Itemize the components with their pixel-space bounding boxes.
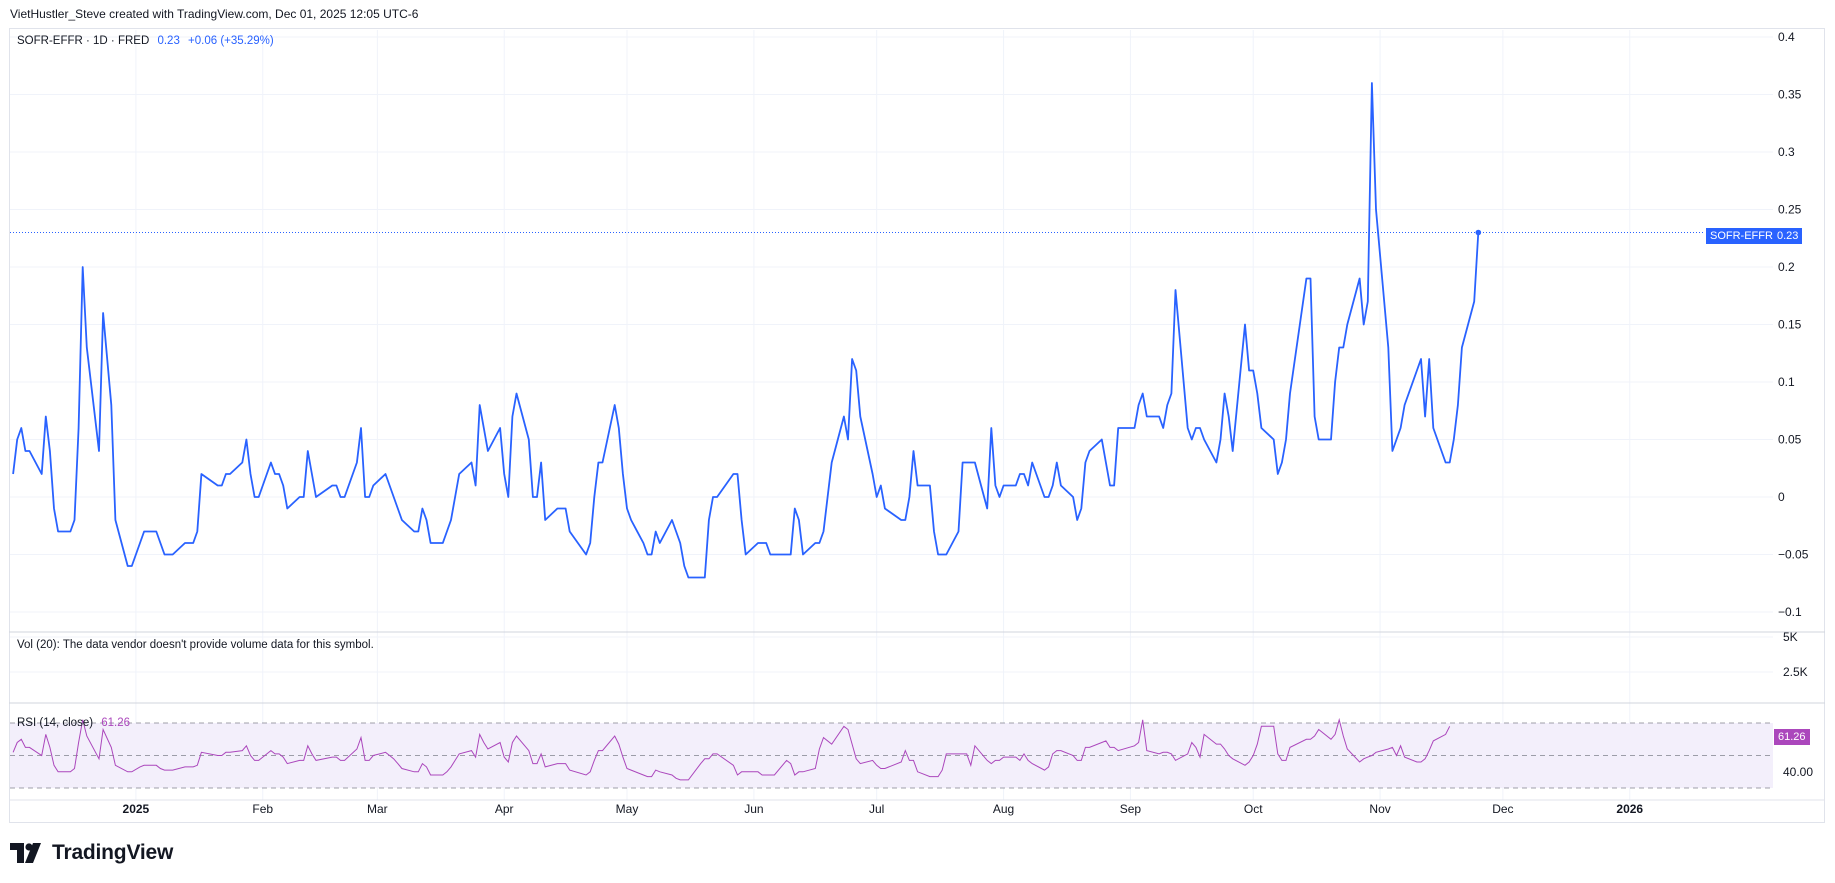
volume-tick-label: 2.5K (1783, 665, 1808, 679)
brand-name: TradingView (52, 841, 174, 864)
tradingview-logo[interactable]: TradingView (10, 841, 173, 865)
y-tick-label: 0.35 (1778, 88, 1802, 102)
series-line (12, 82, 1480, 579)
x-tick-label: Feb (252, 802, 273, 816)
sofr-effr-series (10, 82, 1705, 579)
credit-line: VietHustler_Steve created with TradingVi… (10, 7, 419, 21)
x-tick-label: Aug (993, 802, 1014, 816)
y-tick-label: 0 (1778, 490, 1785, 504)
x-tick-label: Sep (1120, 802, 1142, 816)
rsi-tick-label: 40.00 (1783, 765, 1813, 779)
main-legend[interactable]: SOFR-EFFR · 1D · FRED 0.23 +0.06 (+35.29… (17, 35, 274, 47)
time-axis: 2025 Feb Mar Apr May Jun Jul Aug Sep Oct Nov Dec 202… (123, 802, 1644, 816)
chart-frame (9, 28, 1825, 823)
y-tick-label: 0.05 (1778, 433, 1802, 447)
y-tick-label: 0.15 (1778, 318, 1802, 332)
x-tick-label: Nov (1369, 802, 1390, 816)
y-tick-label: 0.1 (1778, 375, 1795, 389)
y-tick-label: 0.25 (1778, 203, 1802, 217)
last-value: 0.23 (157, 35, 180, 47)
change-value: +0.06 (+35.29%) (188, 35, 274, 47)
x-tick-label: 2026 (1616, 802, 1643, 816)
rsi-label: RSI (14, close) (17, 717, 94, 729)
y-tick-label: 0.3 (1778, 145, 1795, 159)
y-tick-label: 0.4 (1778, 30, 1795, 44)
x-tick-label: Jun (744, 802, 763, 816)
price-tag-value: 0.23 (1773, 228, 1803, 244)
rsi-pane (10, 717, 1773, 789)
x-tick-label: May (616, 802, 639, 816)
rsi-legend[interactable]: RSI (14, close) 61.26 (17, 717, 130, 729)
y-tick-label: −0.05 (1778, 548, 1809, 562)
pane-separators (9, 631, 1825, 801)
x-tick-label: Jul (869, 802, 884, 816)
x-tick-label: Dec (1492, 802, 1513, 816)
price-axis: 0.4 0.35 0.3 0.25 0.2 0.15 0.1 0.05 0 −0.05 −0.1 5K… (1778, 30, 1813, 779)
x-tick-label: Apr (495, 802, 514, 816)
x-tick-label: Oct (1244, 802, 1263, 816)
grid-lines (10, 30, 1773, 800)
volume-legend[interactable]: Vol (20): The data vendor doesn't provid… (17, 639, 374, 651)
x-tick-label: Mar (367, 802, 388, 816)
x-tick-label: 2025 (123, 802, 150, 816)
y-tick-label: −0.1 (1778, 605, 1802, 619)
y-tick-label: 0.2 (1778, 260, 1795, 274)
price-tag-symbol: SOFR-EFFR (1706, 228, 1777, 244)
rsi-value: 61.26 (101, 717, 131, 729)
tradingview-icon (10, 843, 41, 863)
symbol-label: SOFR-EFFR · 1D · FRED (17, 35, 150, 47)
volume-tick-label: 5K (1783, 630, 1798, 644)
rsi-line (12, 717, 1451, 781)
rsi-tag-value: 61.26 (1774, 729, 1810, 745)
last-point-marker (1475, 229, 1482, 236)
